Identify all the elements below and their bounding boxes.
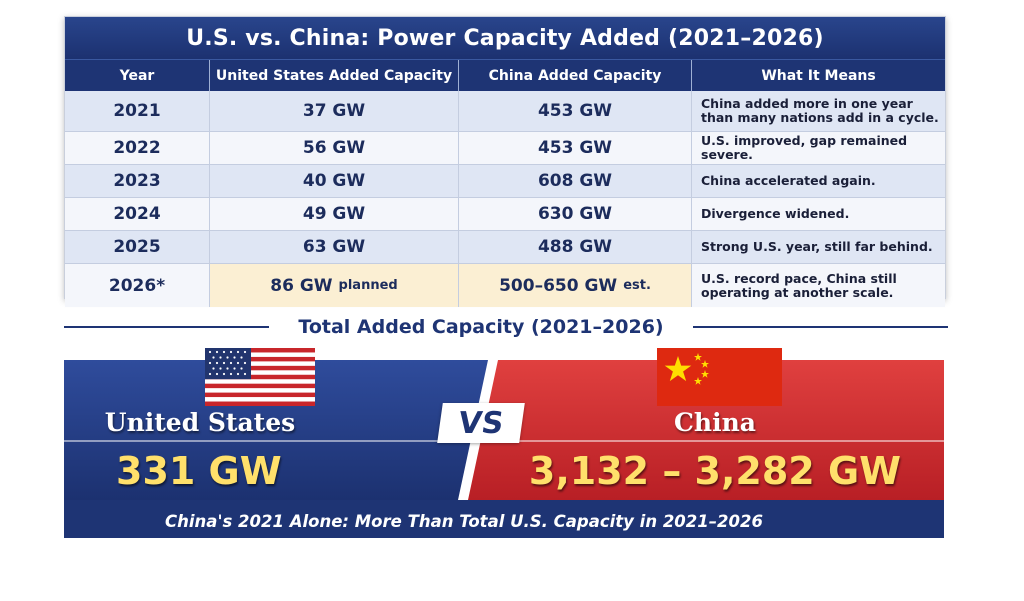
us-capacity-value: 49 GW [302, 204, 366, 224]
header-us: United States Added Capacity [210, 60, 459, 92]
year-value: 2022 [113, 138, 161, 158]
meaning-text: U.S. improved, gap remained severe. [701, 133, 908, 162]
us-capacity-note: planned [338, 278, 398, 293]
us-capacity-cell: 37 GW [210, 91, 459, 131]
meaning-text: Strong U.S. year, still far behind. [701, 239, 933, 254]
us-flag-icon [205, 348, 315, 406]
china-capacity-cell: 500–650 GW est. [459, 264, 692, 307]
china-capacity-cell: 608 GW [459, 165, 692, 197]
us-capacity-cell: 56 GW [210, 132, 459, 164]
meaning-cell: China accelerated again. [692, 165, 945, 197]
us-total: 331 GW [116, 449, 282, 493]
us-capacity-value: 37 GW [302, 101, 366, 121]
china-capacity-cell: 453 GW [459, 132, 692, 164]
meaning-cell: Divergence widened. [692, 198, 945, 230]
china-capacity-value: 453 GW [537, 101, 613, 121]
table-row: 2025 63 GW 488 GW Strong U.S. year, still f… [65, 231, 945, 264]
meaning-cell: China added more in one year than many n… [692, 91, 945, 131]
china-side [464, 360, 944, 500]
us-name: United States [104, 407, 296, 437]
meaning-text: U.S. record pace, China still operating … [701, 270, 897, 300]
table-row: 2024 49 GW 630 GW Divergence widened. [65, 198, 945, 231]
divider-line-left [64, 326, 269, 328]
table-title: U.S. vs. China: Power Capacity Added (20… [65, 17, 945, 59]
china-flag-icon [657, 348, 782, 406]
us-capacity-value: 63 GW [302, 237, 366, 257]
meaning-cell: U.S. record pace, China still operating … [692, 264, 945, 307]
capacity-table: U.S. vs. China: Power Capacity Added (20… [64, 16, 946, 307]
china-total: 3,132 – 3,282 GW [528, 449, 902, 493]
china-capacity-cell: 488 GW [459, 231, 692, 263]
us-side [64, 360, 494, 500]
total-heading-label: Total Added Capacity (2021–2026) [298, 316, 664, 338]
us-capacity-value: 86 GW [270, 275, 333, 296]
china-capacity-value: 608 GW [537, 171, 613, 191]
meaning-text: Divergence widened. [701, 206, 850, 221]
china-capacity-value: 488 GW [537, 237, 613, 257]
china-capacity-cell: 630 GW [459, 198, 692, 230]
header-meaning: What It Means [761, 68, 876, 84]
table-row: 2021 37 GW 453 GW China added more in one y… [65, 91, 945, 132]
year-cell: 2024 [65, 198, 210, 230]
us-capacity-value: 40 GW [302, 171, 366, 191]
year-cell: 2025 [65, 231, 210, 263]
vs-badge: VS [437, 403, 525, 443]
year-value: 2025 [113, 237, 161, 257]
year-cell: 2023 [65, 165, 210, 197]
year-value: 2026* [108, 275, 166, 296]
versus-background [64, 360, 944, 538]
year-cell: 2026* [65, 264, 210, 307]
meaning-text: China accelerated again. [701, 173, 876, 188]
divider-line-right [693, 326, 948, 328]
meaning-text: China added more in one year than many n… [701, 96, 939, 125]
table-body: 2021 37 GW 453 GW China added more in one y… [65, 91, 945, 307]
china-capacity-value: 500–650 GW [499, 275, 618, 296]
header-china: China Added Capacity [459, 60, 692, 92]
footer-caption: China's 2021 Alone: More Than Total U.S.… [165, 511, 763, 531]
china-name: China [674, 407, 756, 437]
table-row: 2022 56 GW 453 GW U.S. improved, gap remain… [65, 132, 945, 165]
versus-panel [64, 360, 944, 538]
footer-bar [64, 500, 944, 538]
us-capacity-cell: 86 GW planned [210, 264, 459, 307]
header-year: Year [65, 60, 210, 92]
meaning-cell: U.S. improved, gap remained severe. [692, 132, 945, 164]
year-cell: 2022 [65, 132, 210, 164]
year-cell: 2021 [65, 91, 210, 131]
us-capacity-value: 56 GW [302, 138, 366, 158]
table-row: 2023 40 GW 608 GW China accelerated again. [65, 165, 945, 198]
china-capacity-value: 453 GW [537, 138, 613, 158]
table-header-row: Year United States Added Capacity China … [65, 59, 945, 92]
us-capacity-cell: 63 GW [210, 231, 459, 263]
table-row: 2026* 86 GW planned 500–650 GW est. U.S. reco… [65, 264, 945, 307]
year-value: 2021 [113, 101, 161, 121]
year-value: 2024 [113, 204, 161, 224]
us-capacity-cell: 49 GW [210, 198, 459, 230]
total-heading: Total Added Capacity (2021–2026) [64, 312, 948, 342]
us-capacity-cell: 40 GW [210, 165, 459, 197]
meaning-cell: Strong U.S. year, still far behind. [692, 231, 945, 263]
china-capacity-note: est. [623, 278, 651, 293]
china-capacity-value: 630 GW [537, 204, 613, 224]
china-capacity-cell: 453 GW [459, 91, 692, 131]
year-value: 2023 [113, 171, 161, 191]
